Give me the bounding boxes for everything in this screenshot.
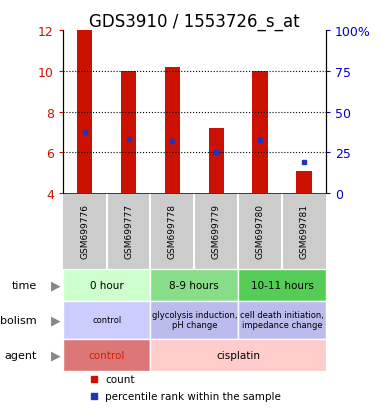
Text: control: control [88, 350, 125, 360]
Text: percentile rank within the sample: percentile rank within the sample [105, 391, 281, 401]
Text: count: count [105, 374, 134, 384]
Text: ▶: ▶ [51, 313, 60, 326]
Text: 8-9 hours: 8-9 hours [170, 280, 219, 290]
Bar [208, 128, 224, 194]
Bar [238, 269, 326, 301]
Text: agent: agent [4, 350, 37, 360]
Bar [296, 171, 312, 194]
Text: ▶: ▶ [51, 348, 60, 361]
Text: GSM699780: GSM699780 [256, 204, 264, 259]
Text: control: control [92, 316, 121, 324]
Text: GSM699778: GSM699778 [168, 204, 177, 259]
Bar [150, 339, 326, 371]
Text: cisplatin: cisplatin [216, 350, 260, 360]
Bar [150, 301, 238, 339]
Text: 0 hour: 0 hour [90, 280, 123, 290]
Text: GSM699779: GSM699779 [212, 204, 221, 259]
Text: GSM699777: GSM699777 [124, 204, 133, 259]
Bar [238, 301, 326, 339]
Text: glycolysis induction,
pH change: glycolysis induction, pH change [152, 310, 237, 330]
Bar [63, 339, 150, 371]
Text: GSM699781: GSM699781 [299, 204, 308, 259]
Title: GDS3910 / 1553726_s_at: GDS3910 / 1553726_s_at [89, 13, 299, 31]
Bar [252, 71, 268, 194]
Bar [121, 71, 136, 194]
Bar [150, 269, 238, 301]
Bar [63, 301, 150, 339]
Text: ▶: ▶ [51, 279, 60, 292]
Text: metabolism: metabolism [0, 315, 37, 325]
Bar [63, 269, 150, 301]
Text: 10-11 hours: 10-11 hours [250, 280, 314, 290]
Text: time: time [11, 280, 37, 290]
Text: GSM699776: GSM699776 [80, 204, 89, 259]
Bar [77, 31, 93, 194]
Bar [165, 68, 180, 194]
Text: cell death initiation,
impedance change: cell death initiation, impedance change [240, 310, 324, 330]
